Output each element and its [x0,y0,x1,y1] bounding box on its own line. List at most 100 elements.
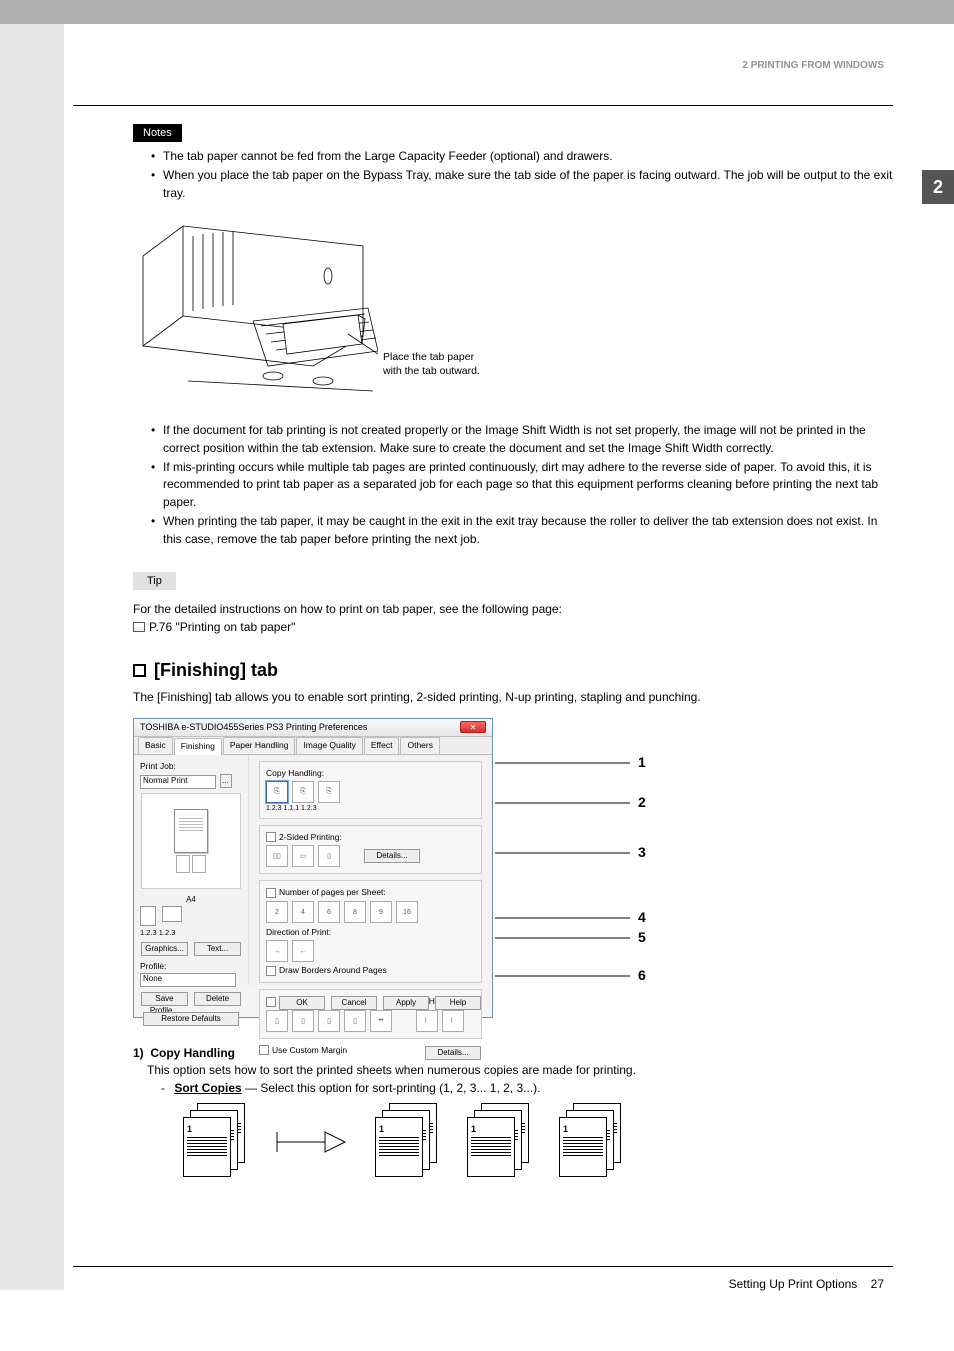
orient-portrait-icon[interactable] [140,906,156,926]
header-rule [73,105,893,106]
option-title: Copy Handling [150,1046,235,1060]
nup-16-icon[interactable]: 16 [396,901,418,923]
tab-effect[interactable]: Effect [364,737,400,754]
dialog-tabs: Basic Finishing Paper Handling Image Qua… [134,737,492,755]
nup-checkbox[interactable] [266,888,276,898]
preview-pane [141,793,241,889]
chapter-badge: 2 [922,170,954,204]
paper-stack: 3 2 1 [375,1103,439,1181]
text-button[interactable]: Text... [194,942,241,956]
footer-text: Setting Up Print Options [729,1277,858,1291]
print-job-dropdown[interactable]: Normal Print [140,775,216,789]
callout-6: 6 [638,967,646,983]
staple-pos4-icon[interactable]: ▯ [344,1010,366,1032]
notes-list-1: The tab paper cannot be fed from the Lar… [133,148,893,202]
arrow-icon [275,1122,347,1162]
printing-preferences-dialog: TOSHIBA e-STUDIO455Series PS3 Printing P… [133,718,493,1018]
dialog-area: TOSHIBA e-STUDIO455Series PS3 Printing P… [133,718,893,1028]
staple-saddle-icon[interactable]: •• [370,1010,392,1032]
option-number: 1) [133,1046,144,1060]
tab-finishing[interactable]: Finishing [174,738,222,755]
callout-4: 4 [638,909,646,925]
tab-others[interactable]: Others [400,737,440,754]
printer-line-art [133,216,378,406]
duplex-book-icon[interactable]: ▯▯ [266,845,288,867]
note-item: If mis-printing occurs while multiple ta… [151,459,893,511]
graphics-button[interactable]: Graphics... [141,942,188,956]
content-area: Notes The tab paper cannot be fed from t… [133,105,893,1181]
note-item: The tab paper cannot be fed from the Lar… [151,148,893,165]
orient-landscape-icon[interactable] [162,906,182,922]
section-heading: [Finishing] tab [154,660,278,681]
duplex-tablet-icon[interactable]: ▭ [292,845,314,867]
print-job-more-button[interactable]: ... [220,774,232,788]
custom-margin-checkbox[interactable] [259,1045,269,1055]
nup-4-icon[interactable]: 4 [292,901,314,923]
staple-checkbox[interactable] [266,997,276,1007]
dialog-buttons: OK Cancel Apply Help [278,995,482,1011]
sort-copies-line: - Sort Copies — Select this option for s… [133,1081,893,1095]
callout-5: 5 [638,929,646,945]
nup-9-icon[interactable]: 9 [370,901,392,923]
nup-6-icon[interactable]: 6 [318,901,340,923]
page-footer: Setting Up Print Options 27 [729,1277,884,1291]
nup-8-icon[interactable]: 8 [344,901,366,923]
copy-handling-subtext: 1.2.3 1.1.1 1.2.3 [266,805,475,812]
tab-paper-handling[interactable]: Paper Handling [223,737,296,754]
draw-borders-checkbox[interactable] [266,966,276,976]
punch-pos1-icon[interactable]: ⠇ [416,1010,438,1032]
help-button[interactable]: Help [435,996,481,1010]
nup-label: Number of pages per Sheet: [279,887,386,897]
dialog-titlebar: TOSHIBA e-STUDIO455Series PS3 Printing P… [134,719,492,737]
nup-2-icon[interactable]: 2 [266,901,288,923]
restore-defaults-button[interactable]: Restore Defaults [143,1012,239,1026]
book-icon [133,622,145,632]
tab-basic[interactable]: Basic [138,737,173,754]
two-sided-details-button[interactable]: Details... [364,849,420,863]
two-sided-label: 2-Sided Printing: [279,832,342,842]
custom-margin-group: Use Custom Margin Details... [259,1045,482,1056]
two-sided-checkbox[interactable] [266,832,276,842]
callout-leader-lines [495,728,655,1028]
duplex-booklet-icon[interactable]: ▯ [318,845,340,867]
bypass-tray-illustration: Place the tab paper with the tab outward… [133,216,893,406]
paper-stack: 3 2 1 [183,1103,247,1181]
callout-1: 1 [638,754,646,770]
ok-button[interactable]: OK [279,996,325,1010]
tab-image-quality[interactable]: Image Quality [296,737,362,754]
draw-borders-label: Draw Borders Around Pages [279,965,387,975]
sort-copies-rest: — Select this option for sort-printing (… [242,1081,541,1095]
section-square-icon [133,664,146,677]
profile-label: Profile: [140,961,242,971]
note-item: If the document for tab printing is not … [151,422,893,457]
save-profile-button[interactable]: Save Profile... [141,992,188,1006]
section-intro: The [Finishing] tab allows you to enable… [133,689,893,706]
apply-button[interactable]: Apply [383,996,429,1010]
notes-list-2: If the document for tab printing is not … [133,422,893,548]
close-icon[interactable]: ✕ [460,721,486,733]
staple-pos3-icon[interactable]: ▯ [318,1010,340,1032]
direction-lr-icon[interactable]: → [266,940,288,962]
direction-label: Direction of Print: [266,927,475,937]
dialog-left-panel: Print Job: Normal Print ... [134,755,249,985]
print-job-label: Print Job: [140,761,242,771]
nup-group: Number of pages per Sheet: 2 4 6 8 9 16 … [259,880,482,983]
rotate-sort-icon[interactable]: ⎘ [318,781,340,803]
sort-copies-diagram: 3 2 1 3 2 1 3 2 1 3 2 [133,1103,893,1181]
sort-copies-icon[interactable]: ⎘ [266,781,288,803]
margin-details-button[interactable]: Details... [425,1046,481,1060]
cancel-button[interactable]: Cancel [331,996,377,1010]
punch-pos2-icon[interactable]: ⠇ [442,1010,464,1032]
copy-handling-description: 1) Copy Handling This option sets how to… [133,1046,893,1095]
dialog-right-panel: Copy Handling: ⎘ ⎘ ⎘ 1.2.3 1.1.1 1.2.3 2… [249,755,492,985]
caption-line: with the tab outward. [383,365,480,377]
profile-dropdown[interactable]: None [140,973,236,987]
sort-copies-label: Sort Copies [174,1081,241,1095]
staple-pos2-icon[interactable]: ▯ [292,1010,314,1032]
staple-pos1-icon[interactable]: ▯ [266,1010,288,1032]
group-copies-icon[interactable]: ⎘ [292,781,314,803]
tip-line2: P.76 "Printing on tab paper" [149,620,295,634]
header-section-text: 2 PRINTING FROM WINDOWS [742,60,884,71]
delete-profile-button[interactable]: Delete [194,992,241,1006]
direction-rl-icon[interactable]: ← [292,940,314,962]
